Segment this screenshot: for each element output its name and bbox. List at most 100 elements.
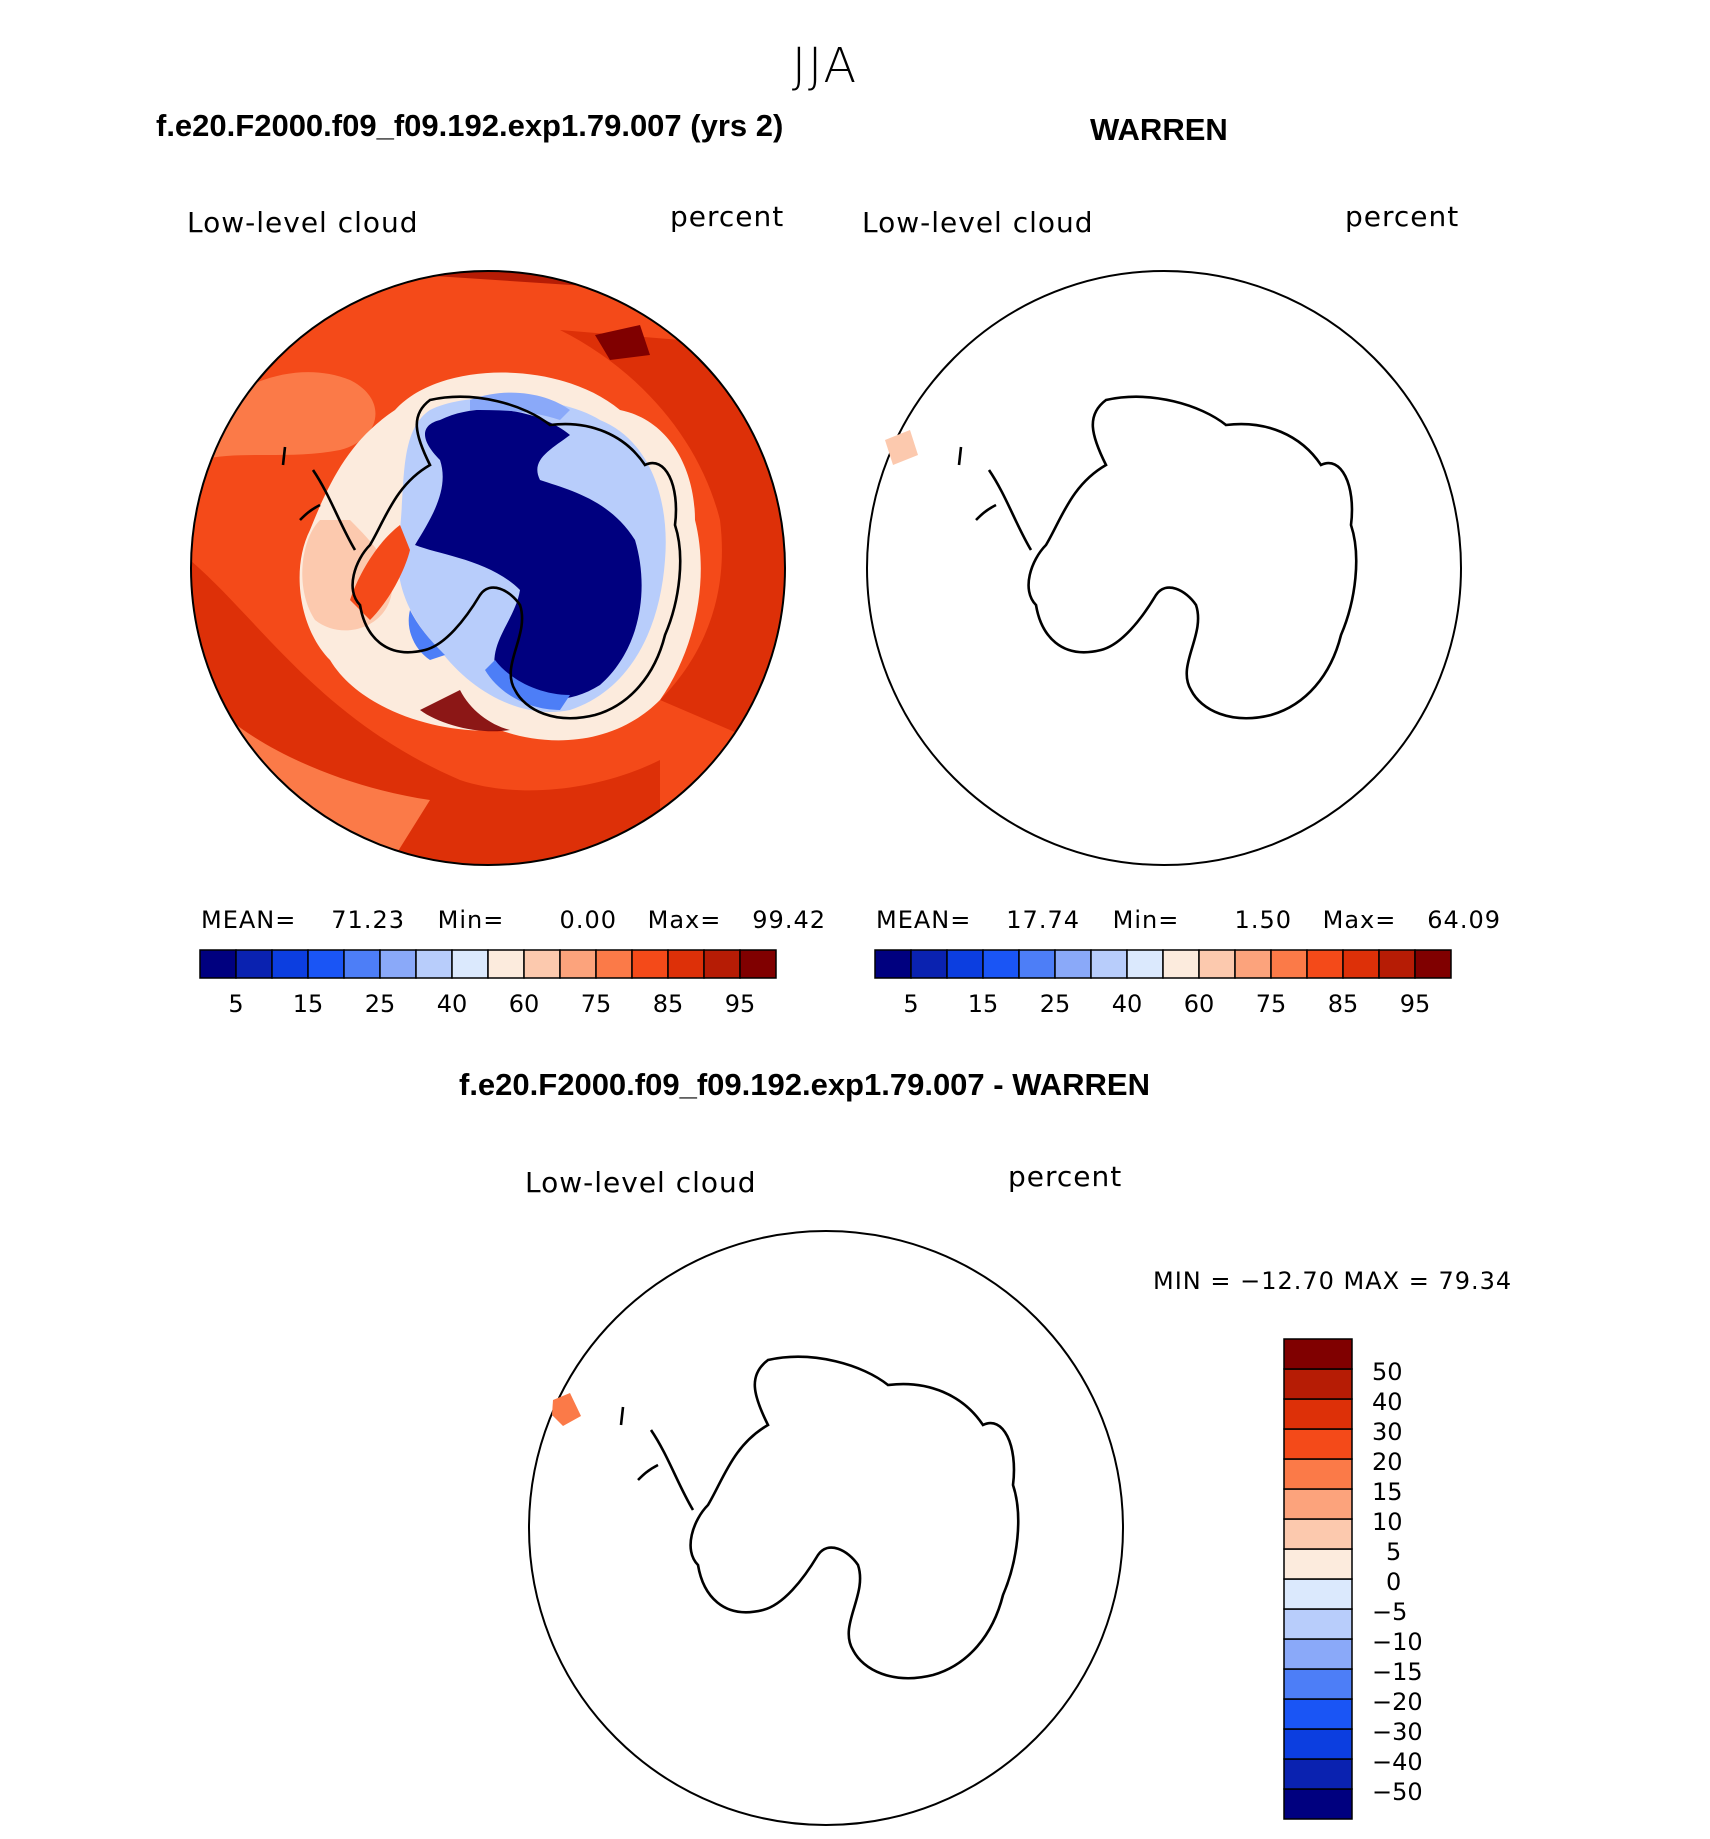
model-stats: MEAN= 71.23 Min= 0.00 Max= 99.42 (201, 906, 826, 934)
obs-max-label: Max= (1322, 906, 1397, 934)
model-case-title: f.e20.F2000.f09_f09.192.exp1.79.007 (yrs… (156, 108, 784, 143)
diff-colorbar-tick: 40 (1372, 1388, 1403, 1416)
model-colorbar-cell (343, 949, 381, 979)
model-colorbar-cell (523, 949, 561, 979)
model-variable-label: Low-level cloud (187, 206, 419, 239)
obs-units-label: percent (1345, 200, 1460, 233)
obs-colorbar-cell (910, 949, 948, 979)
diff-colorbar-cell (1283, 1488, 1353, 1520)
diff-colorbar-tick: −20 (1372, 1688, 1423, 1716)
obs-case-title: WARREN (1090, 112, 1228, 147)
diff-colorbar-cell (1283, 1698, 1353, 1730)
diff-colorbar-tick: 10 (1372, 1508, 1403, 1536)
diff-colorbar-cell (1283, 1728, 1353, 1760)
obs-min-value: 1.50 (1234, 906, 1292, 934)
model-colorbar-tick: 25 (364, 990, 396, 1018)
obs-colorbar-cell (1054, 949, 1092, 979)
model-mean-label: MEAN= (201, 906, 297, 934)
obs-colorbar-cell (1306, 949, 1344, 979)
model-colorbar-tick: 15 (292, 990, 324, 1018)
obs-colorbar-cell (1198, 949, 1236, 979)
obs-colorbar-cell (874, 949, 912, 979)
diff-colorbar-tick: −10 (1372, 1628, 1423, 1656)
obs-colorbar-cell (1162, 949, 1200, 979)
model-colorbar-cell (667, 949, 705, 979)
diff-colorbar-tick: 15 (1372, 1478, 1403, 1506)
obs-colorbar-cell (946, 949, 984, 979)
obs-colorbar-tick: 25 (1039, 990, 1071, 1018)
model-colorbar-tick: 85 (652, 990, 684, 1018)
diff-variable-label: Low-level cloud (525, 1166, 757, 1199)
model-max-label: Max= (647, 906, 722, 934)
model-min-value: 0.00 (559, 906, 617, 934)
diff-colorbar-cell (1283, 1548, 1353, 1580)
model-colorbar-cell (379, 949, 417, 979)
obs-mean-label: MEAN= (876, 906, 972, 934)
model-colorbar-cell (199, 949, 237, 979)
diff-colorbar-cell (1283, 1518, 1353, 1550)
diff-colorbar-cell (1283, 1428, 1353, 1460)
season-title: JJA (791, 38, 859, 94)
obs-variable-label: Low-level cloud (862, 206, 1094, 239)
diff-colorbar-cell (1283, 1578, 1353, 1610)
model-map (190, 270, 786, 866)
diff-colorbar-cell (1283, 1368, 1353, 1400)
model-colorbar-cell (595, 949, 633, 979)
model-mean-value: 71.23 (331, 906, 405, 934)
diff-colorbar-tick: −40 (1372, 1748, 1423, 1776)
obs-colorbar (874, 949, 1452, 979)
diff-units-label: percent (1008, 1160, 1123, 1193)
obs-colorbar-cell (1342, 949, 1380, 979)
obs-colorbar-tick: 85 (1327, 990, 1359, 1018)
obs-colorbar-cell (1378, 949, 1416, 979)
obs-max-value: 64.09 (1427, 906, 1501, 934)
model-colorbar-cell (235, 949, 273, 979)
model-colorbar-cell (631, 949, 669, 979)
model-colorbar-cell (559, 949, 597, 979)
obs-colorbar-tick: 60 (1183, 990, 1215, 1018)
diff-colorbar-cell (1283, 1788, 1353, 1820)
obs-stats: MEAN= 17.74 Min= 1.50 Max= 64.09 (876, 906, 1501, 934)
obs-colorbar-cell (1270, 949, 1308, 979)
diff-colorbar-tick: −15 (1372, 1658, 1423, 1686)
diff-colorbar-tick: 30 (1372, 1418, 1403, 1446)
model-colorbar-tick: 5 (228, 990, 244, 1018)
diff-colorbar-tick: −5 (1372, 1598, 1408, 1626)
obs-map (866, 270, 1462, 866)
diff-colorbar-tick: −30 (1372, 1718, 1423, 1746)
diff-map (528, 1230, 1124, 1826)
model-units-label: percent (670, 200, 785, 233)
model-colorbar-tick: 95 (724, 990, 756, 1018)
obs-colorbar-tick: 75 (1255, 990, 1287, 1018)
obs-colorbar-tick: 15 (967, 990, 999, 1018)
diff-colorbar (1283, 1338, 1353, 1820)
model-colorbar (199, 949, 777, 979)
obs-colorbar-cell (1414, 949, 1452, 979)
model-colorbar-tick: 75 (580, 990, 612, 1018)
diff-colorbar-cell (1283, 1758, 1353, 1790)
diff-colorbar-tick: 50 (1372, 1358, 1403, 1386)
obs-colorbar-cell (1090, 949, 1128, 979)
obs-colorbar-cell (982, 949, 1020, 979)
diff-colorbar-cell (1283, 1638, 1353, 1670)
obs-mean-value: 17.74 (1006, 906, 1080, 934)
diff-colorbar-tick: −50 (1372, 1778, 1423, 1806)
diff-colorbar-cell (1283, 1608, 1353, 1640)
model-colorbar-cell (271, 949, 309, 979)
diff-case-title: f.e20.F2000.f09_f09.192.exp1.79.007 - WA… (459, 1067, 1150, 1102)
diff-colorbar-cell (1283, 1338, 1353, 1370)
diff-colorbar-tick: 0 (1386, 1568, 1402, 1596)
model-colorbar-tick: 60 (508, 990, 540, 1018)
diff-minmax: MIN = −12.70 MAX = 79.34 (1153, 1267, 1513, 1295)
obs-colorbar-cell (1126, 949, 1164, 979)
obs-colorbar-cell (1234, 949, 1272, 979)
obs-min-label: Min= (1112, 906, 1180, 934)
diff-colorbar-cell (1283, 1398, 1353, 1430)
obs-colorbar-cell (1018, 949, 1056, 979)
model-colorbar-cell (307, 949, 345, 979)
model-colorbar-cell (739, 949, 777, 979)
diff-colorbar-tick: 5 (1386, 1538, 1402, 1566)
model-max-value: 99.42 (752, 906, 826, 934)
model-min-label: Min= (437, 906, 505, 934)
